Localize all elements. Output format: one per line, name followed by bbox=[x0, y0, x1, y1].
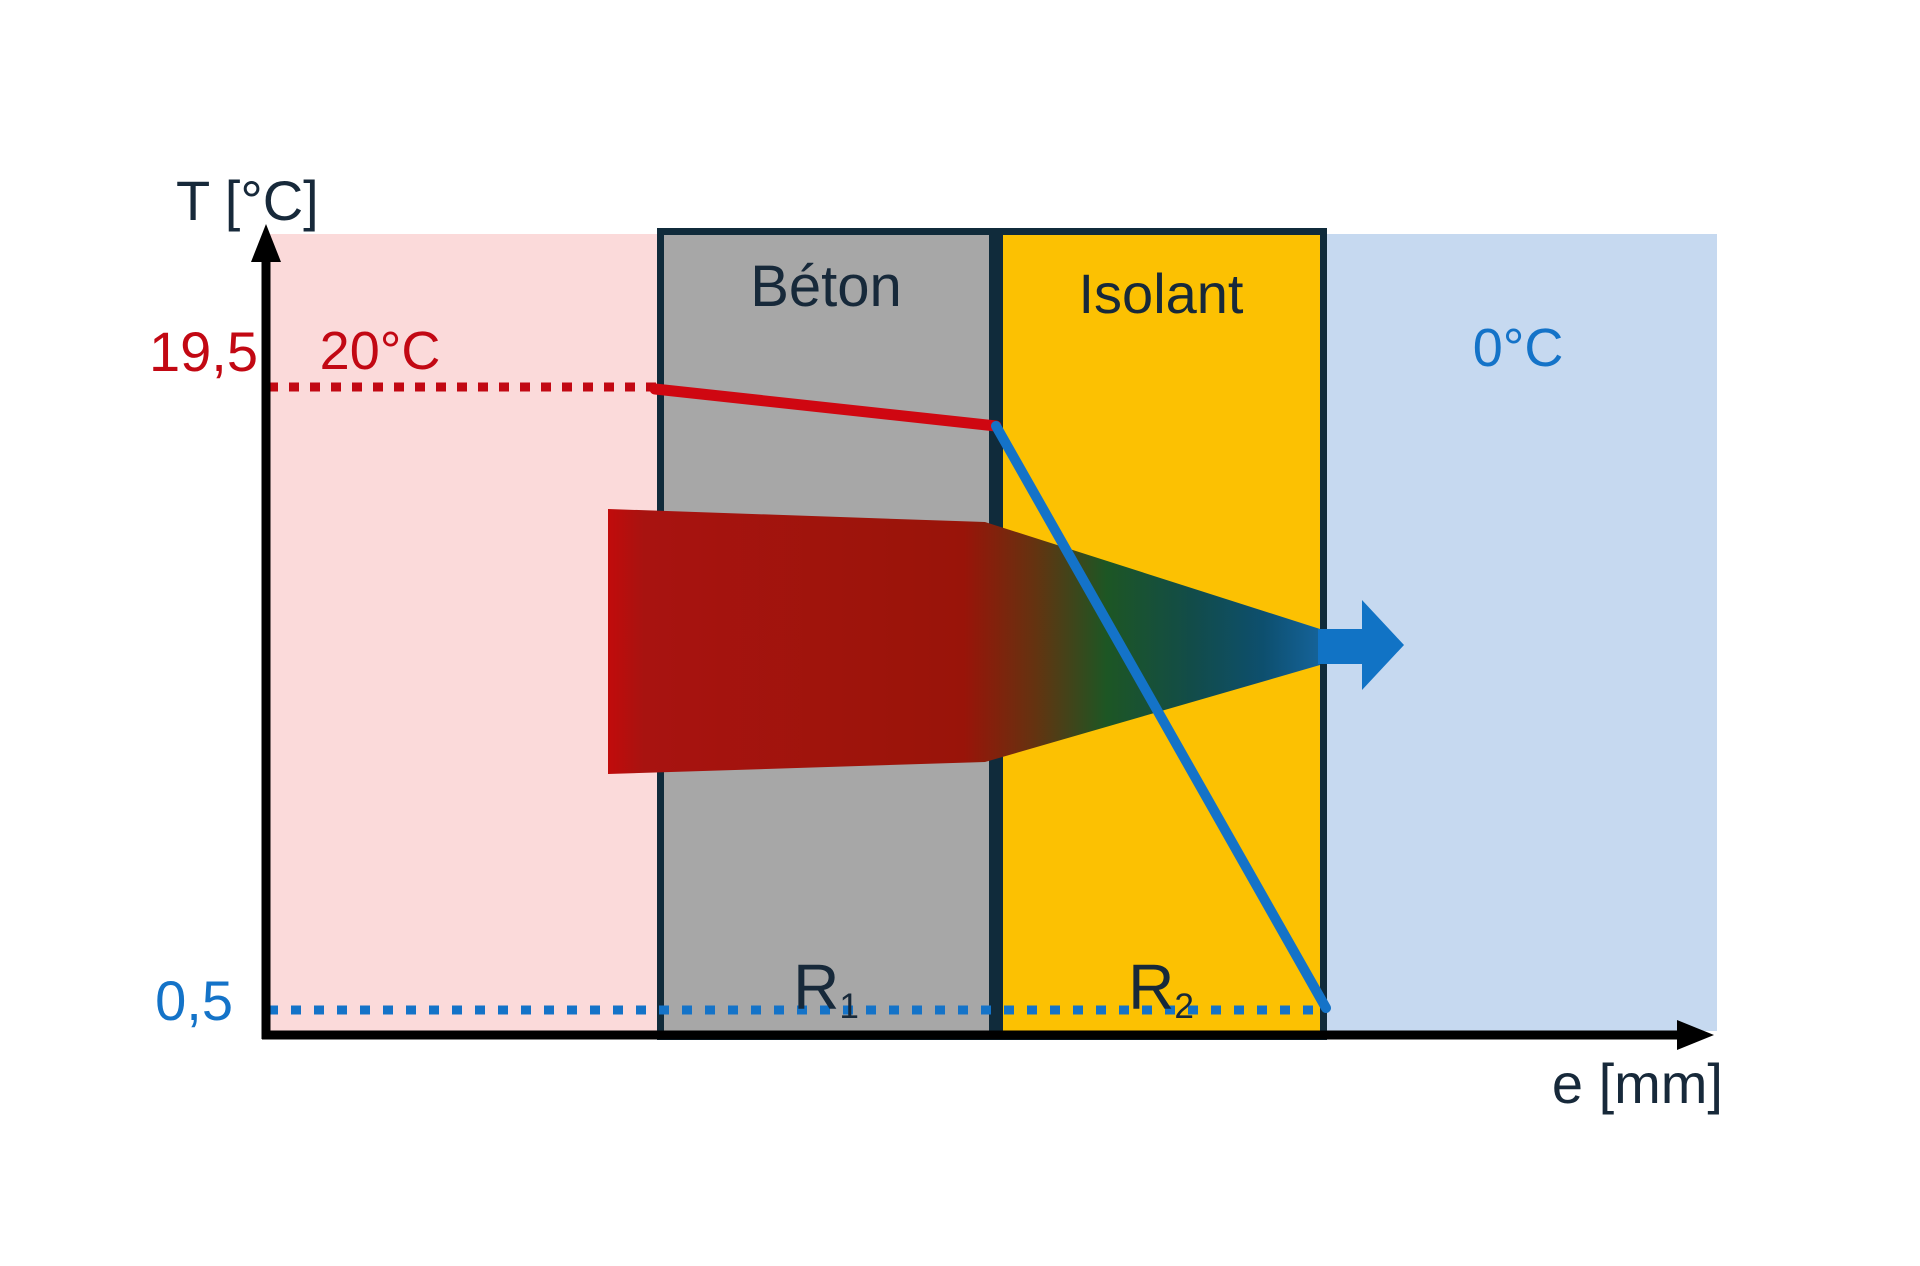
y-tick-0-5: 0,5 bbox=[155, 969, 233, 1032]
y-axis-arrowhead bbox=[251, 224, 281, 262]
r2-resistance-label: R2 bbox=[1128, 951, 1194, 1025]
interior-temp-label: 20°C bbox=[319, 321, 441, 381]
beton-layer-label: Béton bbox=[750, 254, 902, 319]
y-tick-19-5: 19,5 bbox=[149, 320, 258, 383]
r2-base: R bbox=[1128, 951, 1175, 1023]
r2-subscript: 2 bbox=[1174, 986, 1194, 1026]
x-axis-label: e [mm] bbox=[1551, 1052, 1723, 1115]
exterior-temp-label: 0°C bbox=[1472, 318, 1564, 378]
temp-profile-beton bbox=[649, 383, 1002, 432]
y-axis-label: T [°C] bbox=[176, 169, 319, 232]
isolant-layer-label: Isolant bbox=[1078, 262, 1244, 325]
heat-flux-arrow-body bbox=[608, 509, 1320, 774]
temp-profile-isolant bbox=[991, 421, 1331, 1013]
r1-base: R bbox=[793, 951, 840, 1023]
interior-region bbox=[268, 234, 657, 1031]
r1-resistance-label: R1 bbox=[793, 951, 859, 1025]
x-axis-arrowhead bbox=[1677, 1020, 1714, 1050]
heat-flux-arrowhead bbox=[1318, 600, 1404, 690]
r1-subscript: 1 bbox=[839, 986, 859, 1026]
